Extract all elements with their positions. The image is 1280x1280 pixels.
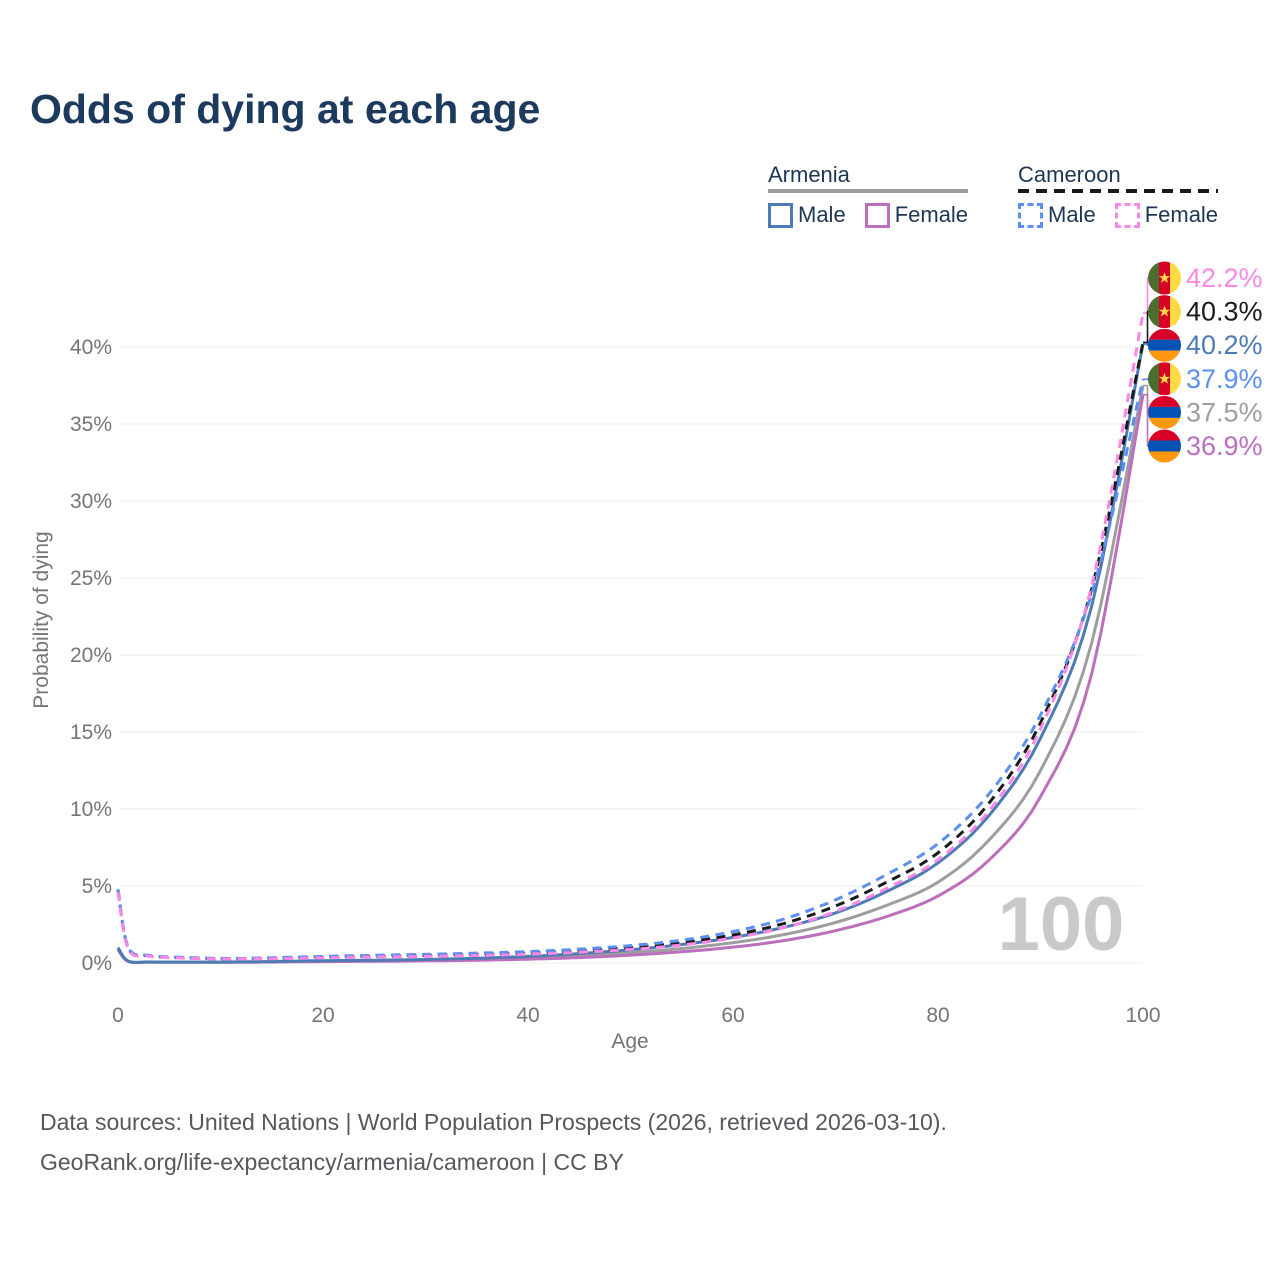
cameroon-flag-icon — [1148, 261, 1181, 295]
legend-group-armenia: Armenia Male Female — [768, 162, 969, 228]
armenia-female-swatch — [864, 202, 890, 228]
series-line-armenia-both — [116, 385, 1145, 964]
armenia-line-swatch — [768, 189, 969, 193]
y-tick-label: 10% — [70, 798, 112, 821]
y-axis-title: Probability of dying — [30, 531, 53, 708]
end-label-cameroon-both: 40.3% — [1186, 297, 1263, 327]
page-title: Odds of dying at each age — [30, 86, 541, 132]
legend-group-cameroon: Cameroon Male Female — [1018, 162, 1219, 228]
y-tick-label: 0% — [82, 952, 112, 975]
y-tick-label: 40% — [70, 336, 112, 359]
legend-item-cameroon-female[interactable]: Female — [1114, 202, 1219, 228]
series-line-cameroon-female — [116, 312, 1145, 961]
legend-country-cameroon[interactable]: Cameroon — [1018, 162, 1121, 187]
legend-item-cameroon-male[interactable]: Male — [1018, 202, 1096, 228]
end-label-armenia-female: 36.9% — [1186, 431, 1263, 461]
cameroon-line-swatch — [1018, 189, 1219, 193]
legend-country-armenia[interactable]: Armenia — [768, 162, 850, 187]
y-tick-label: 25% — [70, 567, 112, 590]
x-tick-label: 80 — [926, 1004, 949, 1027]
armenia-flag-icon — [1148, 429, 1181, 463]
cameroon-female-swatch — [1114, 202, 1140, 228]
legend-label: Male — [1048, 202, 1096, 227]
legend-item-armenia-female[interactable]: Female — [864, 202, 969, 228]
footer-line-1: Data sources: United Nations | World Pop… — [40, 1109, 947, 1135]
star-icon — [1158, 372, 1171, 384]
legend-label: Female — [894, 202, 969, 227]
cameroon-flag-icon — [1148, 362, 1181, 396]
armenia-flag-icon — [1148, 395, 1181, 429]
end-label-cameroon-male: 37.9% — [1186, 364, 1263, 394]
armenia-male-swatch — [768, 202, 793, 228]
end-label-connector — [1143, 393, 1151, 447]
legend-label: Female — [1144, 202, 1219, 227]
cameroon-flag-icon — [1148, 295, 1181, 329]
x-tick-label: 40 — [516, 1004, 539, 1027]
end-label-armenia-both: 37.5% — [1186, 397, 1263, 427]
end-label-cameroon-female: 42.2% — [1186, 263, 1263, 293]
series-line-armenia-male — [116, 343, 1145, 964]
x-axis-title: Age — [611, 1030, 648, 1053]
star-icon — [1158, 272, 1171, 283]
armenia-flag-icon — [1148, 328, 1181, 362]
cameroon-male-swatch — [1018, 202, 1043, 228]
y-tick-label: 15% — [70, 721, 112, 744]
series-line-cameroon-both — [116, 342, 1145, 961]
data-source-footer: Data sources: United Nations | World Pop… — [40, 1102, 947, 1182]
footer-line-2: GeoRank.org/life-expectancy/armenia/came… — [40, 1149, 624, 1175]
x-tick-label: 20 — [311, 1004, 334, 1027]
legend-label: Male — [798, 202, 846, 227]
series-line-cameroon-male — [116, 378, 1145, 960]
y-tick-label: 35% — [70, 413, 112, 436]
x-tick-label: 100 — [1125, 1004, 1160, 1027]
y-tick-label: 30% — [70, 490, 112, 513]
x-tick-label: 0 — [112, 1004, 124, 1027]
y-tick-label: 20% — [70, 644, 112, 667]
star-icon — [1158, 305, 1171, 317]
series-line-armenia-female — [116, 394, 1145, 964]
end-label-armenia-male: 40.2% — [1186, 330, 1263, 360]
age-watermark: 100 — [998, 882, 1125, 967]
x-tick-label: 60 — [721, 1004, 744, 1027]
legend-item-armenia-male[interactable]: Male — [768, 202, 846, 228]
y-tick-label: 5% — [82, 875, 112, 898]
